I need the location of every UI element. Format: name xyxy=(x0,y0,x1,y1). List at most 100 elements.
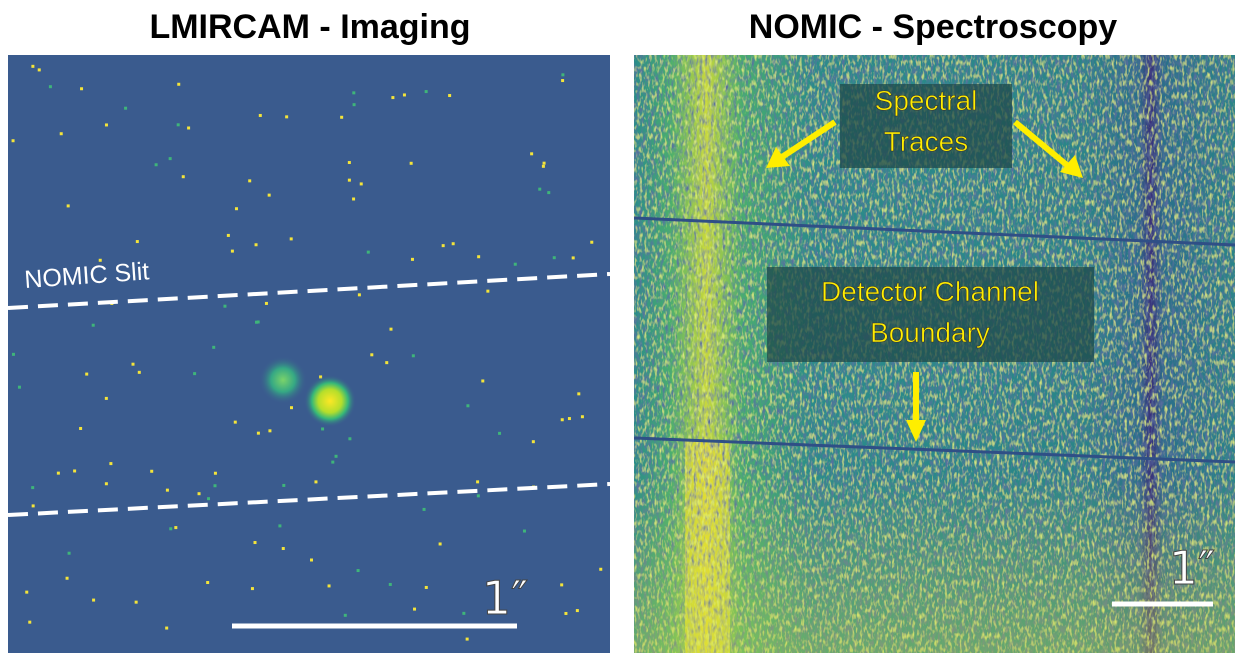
hot-pixel xyxy=(38,68,41,71)
hot-pixel xyxy=(310,559,313,562)
hot-pixel xyxy=(452,242,455,245)
hot-pixel xyxy=(124,107,127,110)
hot-pixel xyxy=(412,354,415,357)
hot-pixel xyxy=(177,123,180,126)
hot-pixel xyxy=(403,93,406,96)
hot-pixel xyxy=(385,361,388,364)
hot-pixel xyxy=(352,197,355,200)
hot-pixel xyxy=(155,163,158,166)
hot-pixel xyxy=(32,504,35,507)
hot-pixel xyxy=(348,437,351,440)
annotation: Spectral xyxy=(875,85,978,116)
hot-pixel xyxy=(105,123,108,126)
hot-pixel xyxy=(182,175,185,178)
hot-pixel xyxy=(92,324,95,327)
hot-pixel xyxy=(169,157,172,160)
hot-pixel xyxy=(227,234,230,237)
hot-pixel xyxy=(568,417,571,420)
hot-pixel xyxy=(28,621,31,624)
hot-pixel xyxy=(109,462,112,465)
hot-pixel xyxy=(214,484,217,487)
star xyxy=(304,375,356,427)
hot-pixel xyxy=(353,103,356,106)
hot-pixel xyxy=(68,552,71,555)
hot-pixel xyxy=(85,373,88,376)
hot-pixel xyxy=(206,581,209,584)
hot-pixel xyxy=(57,472,60,475)
hot-pixel xyxy=(31,65,34,68)
hot-pixel xyxy=(321,427,324,430)
hot-pixel xyxy=(212,346,215,349)
hot-pixel xyxy=(25,591,28,594)
hot-pixel xyxy=(481,379,484,382)
hot-pixel xyxy=(514,263,517,266)
hot-pixel xyxy=(138,371,141,374)
hot-pixel xyxy=(198,492,201,495)
hot-pixel xyxy=(391,96,394,99)
hot-pixel xyxy=(150,470,153,473)
hot-pixel xyxy=(257,320,260,323)
hot-pixel xyxy=(66,577,69,580)
hot-pixel xyxy=(344,614,347,617)
star xyxy=(259,356,307,404)
hot-pixel xyxy=(561,418,564,421)
hot-pixel xyxy=(360,182,363,185)
hot-pixel xyxy=(235,207,238,210)
hot-pixel xyxy=(348,161,351,164)
hot-pixel xyxy=(80,87,83,90)
hot-pixel xyxy=(466,638,469,641)
hot-pixel xyxy=(553,256,556,259)
hot-pixel xyxy=(561,73,564,76)
hot-pixel xyxy=(165,627,168,630)
hot-pixel xyxy=(599,568,602,571)
hot-pixel xyxy=(462,612,465,615)
hot-pixel xyxy=(187,126,190,129)
hot-pixel xyxy=(259,114,262,117)
hot-pixel xyxy=(335,455,338,458)
hot-pixel xyxy=(543,162,546,165)
hot-pixel xyxy=(581,415,584,418)
hot-pixel xyxy=(564,612,567,615)
hot-pixel xyxy=(18,386,21,389)
hot-pixel xyxy=(73,469,76,472)
hot-pixel xyxy=(282,547,285,550)
hot-pixel xyxy=(340,116,343,119)
hot-pixel xyxy=(169,527,172,530)
hot-pixel xyxy=(425,586,428,589)
hot-pixel xyxy=(174,526,177,529)
hot-pixel xyxy=(576,609,579,612)
hot-pixel xyxy=(290,406,293,409)
hot-pixel xyxy=(530,152,533,155)
hot-pixel xyxy=(572,256,575,259)
hot-pixel xyxy=(177,83,180,86)
annotation: Boundary xyxy=(870,317,990,348)
hot-pixel xyxy=(207,497,210,500)
hot-pixel xyxy=(486,290,489,293)
hot-pixel xyxy=(411,258,414,261)
hot-pixel xyxy=(268,429,271,432)
hot-pixel xyxy=(214,472,217,475)
hot-pixel xyxy=(389,328,392,331)
hot-pixel xyxy=(542,165,545,168)
hot-pixel xyxy=(358,293,361,296)
hot-pixel xyxy=(231,250,234,253)
hot-pixel xyxy=(12,353,15,356)
hot-pixel xyxy=(92,599,95,602)
hot-pixel xyxy=(590,241,593,244)
hot-pixel xyxy=(477,494,480,497)
scale-label: 1″ xyxy=(482,571,528,625)
hot-pixel xyxy=(367,251,370,254)
hot-pixel xyxy=(423,508,426,511)
hot-pixel xyxy=(348,179,351,182)
spectroscopy-panel: Spectral Traces Detector Channel Boundar… xyxy=(634,55,1235,653)
annotation: Traces xyxy=(884,126,969,157)
hot-pixel xyxy=(425,90,428,93)
hot-pixel xyxy=(560,583,563,586)
hot-pixel xyxy=(193,372,196,375)
scale-label: 1″ xyxy=(1169,541,1215,595)
hot-pixel xyxy=(234,421,237,424)
hot-pixel xyxy=(389,583,392,586)
hot-pixel xyxy=(257,432,260,435)
hot-pixel xyxy=(60,132,63,135)
hot-pixel xyxy=(477,255,480,258)
